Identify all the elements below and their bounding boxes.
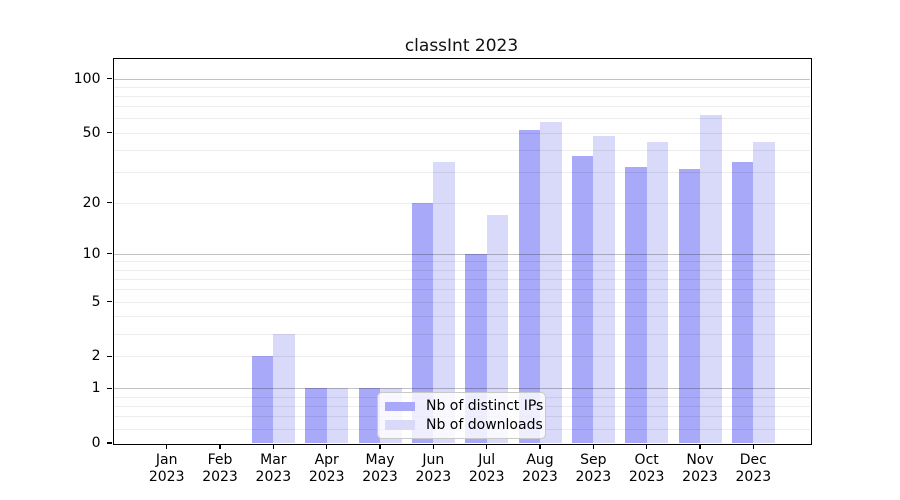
y-axis-tick [107,202,112,204]
x-axis-tick [166,444,168,449]
x-axis-label: Jan 2023 [148,452,185,485]
gridline-minor [113,149,810,151]
x-axis-label: Aug 2023 [522,452,558,485]
x-axis-tick [752,444,754,449]
bar-downloads [540,122,562,443]
x-axis-tick [272,444,274,449]
y-axis-label: 10 [82,245,101,262]
gridline-minor [113,202,810,204]
y-axis-tick [107,131,112,134]
legend-label-downloads: Nb of downloads [426,416,543,433]
y-axis-tick [107,300,112,303]
bar-downloads [753,142,775,443]
gridline-minor [113,269,810,271]
x-axis-tick [646,444,648,449]
gridline-minor [113,106,810,108]
legend-swatch-distinct-ips [385,401,415,411]
chart-title: classInt 2023 [404,36,519,56]
bar-distinct-ips [678,169,700,443]
gridline-major [113,388,810,390]
x-axis-label: Nov 2023 [682,452,718,485]
legend-swatch-downloads [385,420,415,430]
legend-entry-downloads: Nb of downloads [385,417,543,433]
bar-distinct-ips [251,356,274,443]
x-axis-tick [486,444,488,449]
legend: Nb of distinct IPs Nb of downloads [377,392,546,439]
gridline-major [113,78,810,80]
bar-distinct-ips [518,129,540,443]
bar-distinct-ips [358,388,381,443]
bar-downloads [433,162,455,443]
x-axis-tick [539,444,541,449]
x-axis-label: May 2023 [362,452,398,485]
y-axis-tick [107,78,112,80]
bar-distinct-ips [305,388,327,443]
x-axis-label: Oct 2023 [628,452,665,485]
bar-downloads [273,333,295,443]
y-axis-label: 20 [82,194,101,211]
bar-downloads [593,135,615,443]
gridline-minor [113,289,810,291]
bar-downloads [646,142,669,443]
x-axis-tick [379,444,381,449]
gridline-minor [113,261,810,263]
x-axis-label: Feb 2023 [202,452,238,485]
gridline-major [113,253,810,255]
bar-downloads [700,114,722,443]
x-axis-label: Sep 2023 [575,452,612,485]
x-axis-tick [432,444,434,449]
gridline-minor [113,96,810,98]
x-axis-label: Jul 2023 [468,452,505,485]
gridline-minor [113,356,810,358]
x-axis-label: Mar 2023 [255,452,292,485]
y-axis-label: 100 [73,70,101,87]
gridline-minor [113,278,810,280]
gridline-minor [113,301,810,303]
x-axis-label: Jun 2023 [415,452,452,485]
bar-downloads [326,388,349,443]
plot-area [113,59,810,443]
x-axis-tick [326,444,328,449]
x-axis-label: Apr 2023 [308,452,345,485]
x-axis-tick [699,444,701,449]
bar-distinct-ips [411,202,434,443]
bar-distinct-ips [625,166,647,443]
y-axis-tick [107,387,112,389]
y-axis-label: 0 [91,435,101,451]
x-axis-tick [592,444,594,449]
bar-distinct-ips [571,155,594,443]
y-axis-tick [107,253,112,255]
gridline-minor [113,86,810,88]
y-axis-label: 50 [82,124,101,141]
gridline-minor [113,171,810,173]
x-axis-tick [219,444,221,449]
x-axis-label: Dec 2023 [735,452,772,485]
y-axis-label: 5 [91,293,101,310]
y-axis-tick [107,442,112,444]
y-axis-tick [107,355,112,357]
bar-downloads [486,214,509,443]
legend-label-distinct-ips: Nb of distinct IPs [426,398,544,415]
bar-distinct-ips [731,162,754,443]
gridline-minor [113,315,810,317]
y-axis-label: 2 [91,348,101,365]
gridline-minor [113,132,810,134]
y-axis-label: 1 [91,380,101,397]
legend-entry-distinct-ips: Nb of distinct IPs [385,398,543,414]
gridline-minor [113,333,810,335]
gridline-minor [113,118,810,120]
